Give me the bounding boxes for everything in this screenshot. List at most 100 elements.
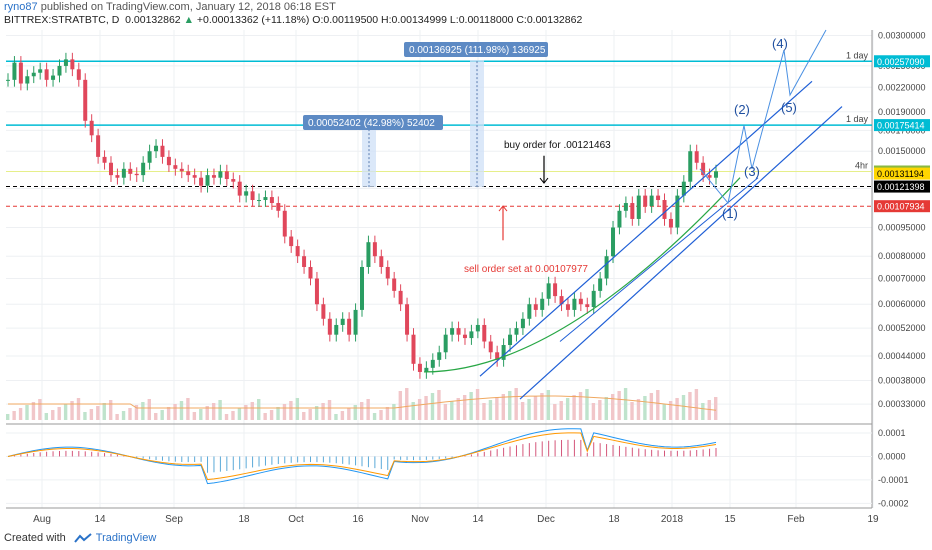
username-link[interactable]: ryno87 — [4, 1, 38, 13]
volume-bar — [6, 414, 10, 420]
footer: Created with TradingView — [4, 532, 156, 544]
candle — [437, 352, 442, 360]
candle — [681, 181, 686, 196]
volume-bar — [141, 402, 145, 420]
open-label: O: — [312, 14, 324, 26]
candle — [636, 195, 641, 219]
volume-bar — [12, 411, 16, 420]
level-label: 1 day — [846, 50, 869, 60]
y-tick-label: 0.00052000 — [878, 323, 926, 333]
candle — [244, 191, 249, 196]
candle — [231, 179, 236, 182]
candle — [405, 304, 410, 335]
volume-bar — [630, 402, 634, 420]
y-tick-label: 0.00038000 — [878, 376, 926, 386]
volume-bar — [244, 405, 248, 420]
y-tick-label: 0.00300000 — [878, 30, 926, 40]
volume-bar — [656, 390, 660, 420]
close-value: 0.00132862 — [526, 14, 583, 26]
volume-bar — [585, 389, 589, 420]
volume-bar — [347, 408, 351, 420]
candle — [694, 151, 699, 163]
volume-bar — [83, 412, 87, 420]
volume-bar — [462, 395, 467, 420]
support-curve — [423, 177, 741, 373]
volume-bar — [405, 388, 409, 420]
volume-bar — [211, 403, 216, 420]
candle — [527, 304, 532, 319]
volume-bar — [205, 406, 209, 420]
candle — [211, 175, 216, 178]
volume-bar — [424, 396, 428, 420]
price-tag-label: 0.00107934 — [877, 202, 925, 212]
volume-bar — [411, 402, 415, 420]
symbol-label: BITTREX:STRATBTC, D — [4, 14, 120, 26]
candle — [662, 200, 667, 219]
candle — [70, 59, 75, 70]
volume-bar — [385, 407, 390, 420]
candle — [508, 334, 513, 346]
candle — [630, 203, 635, 219]
candle — [514, 328, 519, 335]
candle — [572, 298, 577, 310]
candle — [714, 171, 718, 178]
last-price: 0.00132862 — [125, 14, 181, 26]
volume-bar — [443, 404, 448, 420]
candle — [89, 120, 94, 136]
candle — [443, 334, 448, 353]
signal-line — [7, 432, 717, 481]
candle — [565, 304, 570, 310]
candle — [83, 79, 88, 121]
volume-bar — [701, 403, 705, 420]
candle — [25, 76, 30, 84]
volume-bar — [495, 397, 499, 420]
volume-bar — [160, 410, 164, 420]
tradingview-link[interactable]: TradingView — [95, 532, 157, 544]
candle — [656, 195, 661, 201]
volume-bar — [115, 414, 119, 420]
price-tag-label: 0.00257090 — [877, 57, 925, 67]
measure-label: 0.00136925 (111.98%) 136925 — [409, 45, 546, 56]
candle — [385, 266, 390, 279]
volume-bar — [604, 397, 608, 420]
buy-arrow-head — [539, 177, 549, 184]
volume-bar — [681, 395, 686, 420]
channel-line-mid — [559, 177, 759, 342]
candle — [398, 290, 403, 305]
change-arrow-icon: ▲ — [183, 14, 194, 26]
volume-bar — [18, 408, 23, 420]
candle — [604, 256, 609, 279]
wave-label: (5) — [781, 100, 797, 115]
price-tag-label: 0.00121398 — [877, 182, 925, 192]
volume-bar — [38, 399, 42, 420]
x-tick-label: Sep — [165, 514, 183, 525]
volume-bar — [398, 391, 403, 420]
volume-bar — [508, 391, 512, 420]
change-value: +0.00013362 (+11.18%) — [196, 14, 310, 26]
volume-bar — [643, 396, 647, 420]
volume-bar — [533, 396, 538, 420]
price-tag — [874, 200, 930, 213]
volume-bar — [334, 414, 338, 420]
candle — [688, 151, 693, 182]
volume-bar — [675, 398, 679, 420]
y-tick-label: 0.00070000 — [878, 274, 926, 284]
candle — [18, 62, 23, 84]
volume-bar — [63, 404, 68, 420]
candle — [392, 278, 397, 291]
x-tick-label: 14 — [94, 514, 106, 525]
candle — [520, 318, 525, 329]
candle — [147, 151, 152, 163]
candle — [12, 62, 17, 80]
price-tag-label: 0.00131194 — [877, 169, 924, 179]
volume-bar — [488, 400, 493, 420]
volume-bar — [31, 402, 36, 420]
volume-bar — [44, 413, 49, 420]
volume-bar — [668, 401, 673, 420]
volume-bar — [688, 392, 692, 420]
candle — [501, 345, 506, 360]
candle — [559, 296, 564, 305]
volume-bar — [154, 413, 158, 420]
price-chart[interactable]: Aug 14 Sep 18 Oct 16 Nov 14 Dec 18 2018 15 Feb 19 0.00… — [0, 28, 932, 528]
x-tick-label: Dec — [537, 514, 555, 525]
